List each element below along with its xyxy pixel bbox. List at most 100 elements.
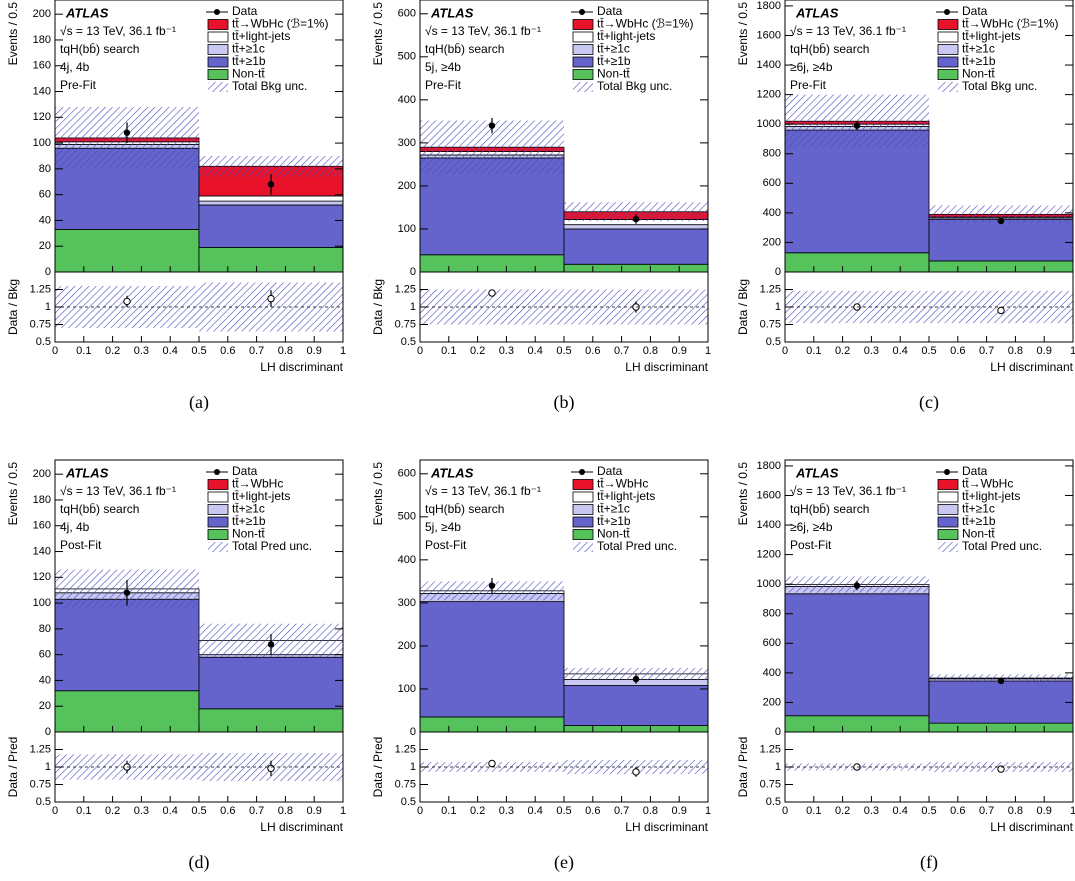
- legend-swatch: [937, 19, 959, 30]
- y-tick-label: 120: [33, 111, 51, 123]
- legend-label: tt̄+≥1b: [962, 54, 996, 68]
- stack-segment: [563, 224, 708, 230]
- info-text: √s = 13 TeV, 36.1 fb⁻¹: [60, 484, 176, 498]
- legend-label: Data: [962, 464, 988, 478]
- stack-segment: [198, 200, 343, 206]
- data-point: [267, 181, 275, 188]
- legend-label: Non-tt̄: [232, 67, 265, 81]
- ratio-y-tick-label: 0.5: [766, 796, 781, 808]
- x-tick-label: 0.6: [220, 805, 235, 817]
- y-tick-label: 500: [398, 511, 416, 523]
- y-tick-label: 180: [33, 494, 51, 506]
- x-tick-label: 0.4: [893, 805, 908, 817]
- y-tick-label: 1600: [757, 489, 781, 501]
- info-text: tqH(bb̄) search: [425, 42, 504, 56]
- legend-swatch: [937, 516, 959, 528]
- legend-label: tt̄+≥1c: [597, 502, 630, 516]
- stack-segment: [785, 252, 930, 272]
- y-tick-label: 40: [39, 214, 51, 226]
- experiment-label: ATLAS: [65, 465, 109, 480]
- ratio-y-tick-label: 0.75: [760, 318, 781, 330]
- stack-segment: [563, 685, 708, 726]
- x-tick-label: 1: [1070, 345, 1075, 357]
- panel: 0 20 40 60 80 100 120 140 160 180 200 0.5 0.75 1 1.25 0…: [6, 459, 346, 873]
- y-tick-label: 400: [763, 667, 781, 679]
- y-tick-label: 1000: [757, 118, 781, 130]
- legend-label: Total Bkg unc.: [597, 79, 672, 93]
- legend-label: tt̄→WbHc: [597, 477, 648, 491]
- ratio-y-tick-label: 1.25: [30, 743, 51, 755]
- legend-label: tt̄+light-jets: [232, 489, 290, 503]
- legend-label: Non-tt̄: [597, 67, 630, 81]
- legend-swatch: [207, 516, 229, 528]
- legend-swatch: [572, 516, 594, 528]
- x-tick-label: 0.7: [979, 345, 994, 357]
- info-text: Pre-Fit: [790, 78, 827, 92]
- legend-label: tt̄+light-jets: [232, 29, 290, 43]
- legend-label: tt̄+≥1b: [232, 54, 266, 68]
- caption: (b): [554, 392, 575, 413]
- stack-segment: [928, 680, 1073, 724]
- uncertainty-band: [929, 205, 1073, 224]
- info-text: √s = 13 TeV, 36.1 fb⁻¹: [790, 484, 906, 498]
- x-tick-label: 0.6: [585, 805, 600, 817]
- y-tick-label: 1400: [757, 59, 781, 71]
- x-tick-label: 0.9: [1037, 345, 1052, 357]
- legend-swatch: [572, 69, 594, 80]
- legend-label: Total Bkg unc.: [232, 79, 307, 93]
- x-tick-label: 0.1: [76, 805, 91, 817]
- legend-data-marker: [944, 469, 950, 475]
- ratio-point: [997, 306, 1005, 315]
- stack-segment: [55, 229, 200, 272]
- x-tick-label: 0: [782, 805, 788, 817]
- legend-label: tt̄+≥1b: [597, 54, 631, 68]
- y-tick-label: 100: [398, 223, 416, 235]
- legend-swatch: [572, 19, 594, 30]
- stack-segment: [785, 593, 930, 717]
- legend-swatch: [207, 69, 229, 80]
- ratio-y-tick-label: 1: [45, 301, 51, 313]
- y-tick-label: 120: [33, 571, 51, 583]
- stack-segment: [928, 260, 1073, 272]
- x-tick-label: 0.7: [979, 805, 994, 817]
- y-tick-label: 600: [763, 177, 781, 189]
- stack-segment: [198, 656, 343, 710]
- x-tick-label: 1: [340, 805, 346, 817]
- y-tick-label: 80: [39, 163, 51, 175]
- panel: 0 200 400 600 800 1000 1200 1400 1600 1800 0.5 0.75…: [736, 0, 1075, 413]
- x-tick-label: 0.1: [441, 345, 456, 357]
- x-tick-label: 0.2: [835, 805, 850, 817]
- y-tick-label: 800: [763, 148, 781, 160]
- y-tick-label: 200: [398, 640, 416, 652]
- x-tick-label: 0.2: [105, 345, 120, 357]
- ratio-point: [267, 764, 275, 773]
- stack-segment: [198, 195, 343, 202]
- x-tick-label: 0.2: [105, 805, 120, 817]
- uncertainty-band: [564, 202, 708, 222]
- ratio-axis-label: Data / Bkg: [6, 279, 20, 335]
- legend-swatch: [573, 542, 593, 552]
- x-tick-label: 0: [417, 805, 423, 817]
- panel: 0 100 200 300 400 500 600 0.5 0.75 1 1.25 0 0.1 0.2 0.…: [371, 459, 711, 873]
- info-text: 4j, 4b: [60, 520, 90, 534]
- y-tick-label: 500: [398, 51, 416, 63]
- y-tick-label: 0: [45, 726, 51, 738]
- stack-segment: [420, 716, 565, 732]
- y-tick-label: 400: [398, 94, 416, 106]
- x-tick-label: 0.4: [893, 345, 908, 357]
- y-tick-label: 20: [39, 700, 51, 712]
- ratio-y-tick-label: 0.75: [30, 318, 51, 330]
- y-tick-label: 1800: [757, 0, 781, 12]
- legend-swatch: [937, 479, 959, 490]
- y-tick-label: 0: [775, 726, 781, 738]
- legend-label: tt̄+≥1c: [962, 42, 995, 56]
- data-point: [267, 641, 275, 648]
- y-tick-label: 180: [33, 34, 51, 46]
- plot-area: [785, 94, 1073, 272]
- info-text: tqH(bb̄) search: [425, 502, 504, 516]
- legend-swatch: [937, 31, 959, 43]
- ratio-axis-label: Data / Bkg: [736, 279, 750, 335]
- x-tick-label: 1: [705, 345, 711, 357]
- data-point: [632, 215, 640, 223]
- y-tick-label: 60: [39, 649, 51, 661]
